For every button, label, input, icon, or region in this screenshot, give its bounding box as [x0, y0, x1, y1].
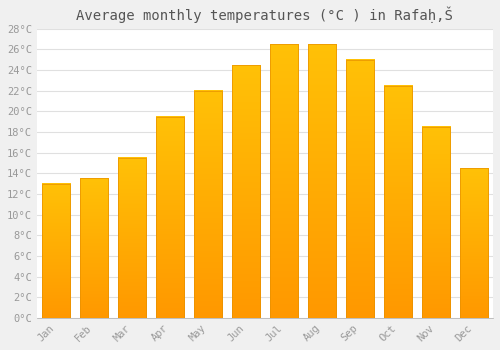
Bar	[422, 127, 450, 318]
Bar	[80, 178, 108, 318]
Bar	[384, 85, 412, 318]
Bar	[270, 44, 298, 318]
Bar	[232, 65, 260, 318]
Title: Average monthly temperatures (°C ) in Rafaḥ,Š: Average monthly temperatures (°C ) in Ra…	[76, 7, 454, 23]
Bar	[156, 117, 184, 318]
Bar	[460, 168, 488, 318]
Bar	[118, 158, 146, 318]
Bar	[308, 44, 336, 318]
Bar	[42, 184, 70, 318]
Bar	[346, 60, 374, 318]
Bar	[194, 91, 222, 318]
